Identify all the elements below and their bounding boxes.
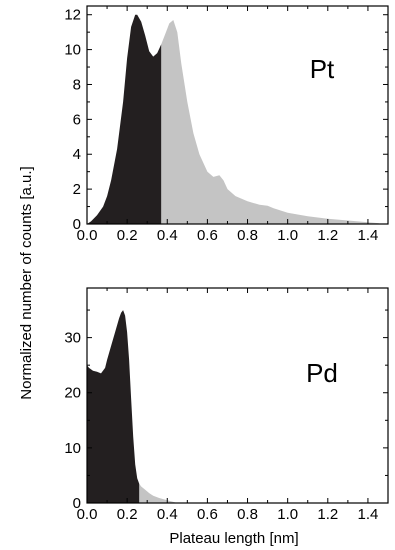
dark-area (87, 14, 162, 225)
x-axis-label: Plateau length [nm] (169, 530, 298, 547)
x-tick-label: 0.8 (237, 227, 258, 244)
pt-panel: 0.0 0.2 0.4 0.6 0.8 1.0 1.2 1.4 0 2 4 6 8 10 12 Pt (64, 5, 389, 244)
panel-label: Pt (310, 54, 335, 84)
y-tick-label: 2 (73, 181, 81, 198)
x-tick-label: 0.2 (117, 506, 138, 523)
x-tick-label: 0.4 (157, 227, 178, 244)
y-tick-label: 30 (64, 330, 81, 347)
x-tick-label: 1.2 (317, 227, 338, 244)
x-tick-label: 0.6 (197, 506, 218, 523)
light-area (139, 483, 178, 503)
x-tick-label: 0.4 (157, 506, 178, 523)
y-tick-label: 10 (64, 42, 81, 59)
x-tick-label: 1.0 (277, 506, 298, 523)
y-tick-label: 0 (73, 216, 81, 233)
y-tick-label: 12 (64, 7, 81, 24)
x-tick-label: 0.6 (197, 227, 218, 244)
y-tick-label: 0 (73, 495, 81, 512)
x-tick-label: 1.0 (277, 227, 298, 244)
panel-label: Pd (306, 358, 338, 388)
y-tick-label: 20 (64, 385, 81, 402)
plot-frame (86, 5, 389, 225)
y-axis-label: Normalized number of counts [a.u.] (18, 166, 35, 399)
y-tick-label: 8 (73, 76, 81, 93)
x-tick-label: 1.2 (317, 506, 338, 523)
x-tick-label: 0.0 (77, 506, 98, 523)
plot-frame (86, 287, 389, 504)
dark-area (87, 310, 140, 503)
y-tick-label: 4 (73, 146, 81, 163)
y-tick-label: 6 (73, 111, 81, 128)
x-tick-label: 1.4 (358, 227, 379, 244)
x-tick-label: 0.2 (117, 227, 138, 244)
pd-panel: 0.0 0.2 0.4 0.6 0.8 1.0 1.2 1.4 0 10 20 30 Pd (64, 287, 389, 523)
x-tick-label: 0.0 (77, 227, 98, 244)
x-tick-label: 1.4 (358, 506, 379, 523)
y-tick-label: 10 (64, 440, 81, 457)
x-tick-label: 0.8 (237, 506, 258, 523)
light-area (161, 20, 382, 224)
